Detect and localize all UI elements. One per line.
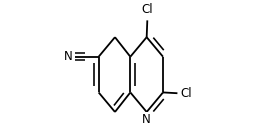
Text: Cl: Cl xyxy=(141,3,153,16)
Text: N: N xyxy=(64,50,73,63)
Text: N: N xyxy=(142,113,151,126)
Text: Cl: Cl xyxy=(181,87,192,100)
